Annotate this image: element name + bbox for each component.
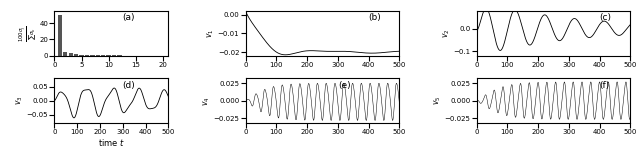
Text: (b): (b) [369, 14, 381, 22]
Bar [95, 55, 100, 56]
Bar [101, 55, 106, 56]
Bar [106, 55, 111, 56]
Y-axis label: $v_4$: $v_4$ [202, 96, 212, 105]
Y-axis label: $v_5$: $v_5$ [433, 96, 443, 105]
Text: (a): (a) [123, 14, 135, 22]
Y-axis label: $v_1$: $v_1$ [206, 29, 216, 38]
Bar [63, 52, 67, 56]
Text: (c): (c) [600, 14, 612, 22]
Bar [90, 55, 95, 56]
Bar [79, 55, 84, 56]
Text: (e): (e) [338, 81, 351, 90]
Bar [68, 53, 73, 56]
Bar [84, 55, 89, 56]
Bar [112, 55, 116, 56]
Y-axis label: $v_3$: $v_3$ [15, 96, 25, 105]
Bar [74, 54, 78, 56]
X-axis label: time $t$: time $t$ [98, 137, 125, 148]
Bar [58, 15, 62, 56]
Y-axis label: $\frac{100\sigma_j}{\sum \sigma_k}$: $\frac{100\sigma_j}{\sum \sigma_k}$ [19, 25, 39, 42]
Bar [117, 55, 122, 56]
Text: (f): (f) [600, 81, 610, 90]
Text: (d): (d) [123, 81, 136, 90]
Y-axis label: $v_2$: $v_2$ [442, 28, 452, 38]
